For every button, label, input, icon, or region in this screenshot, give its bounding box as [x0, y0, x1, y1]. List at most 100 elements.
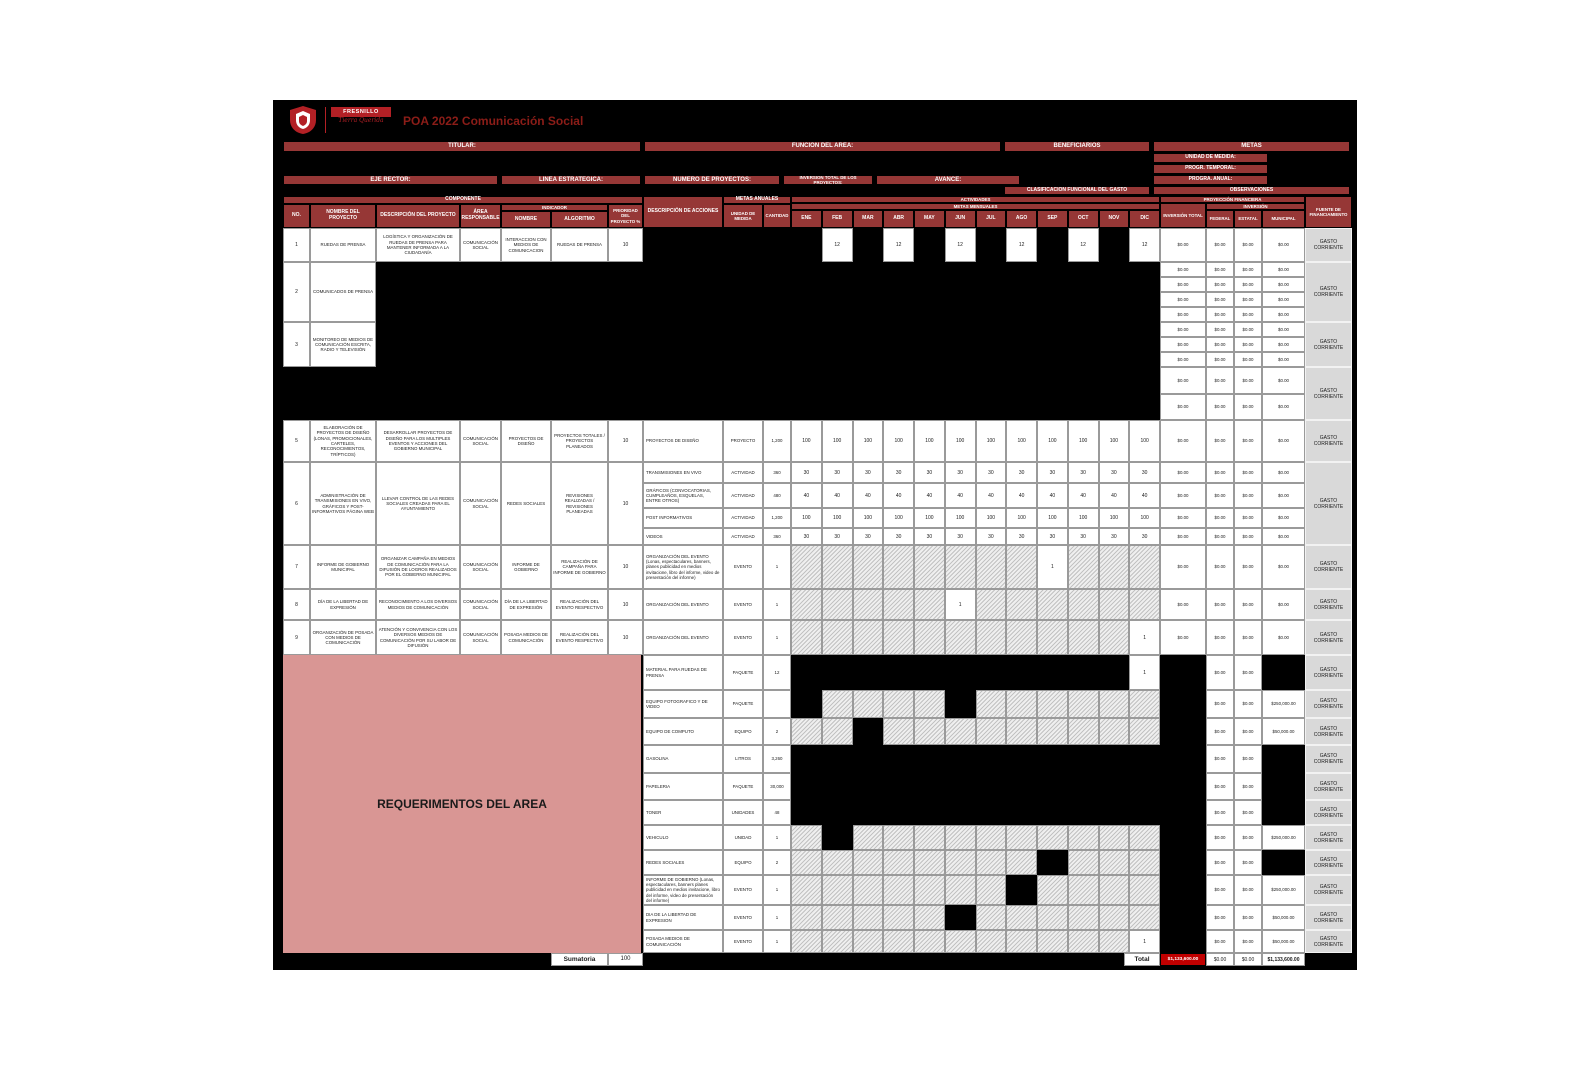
sumatoria-value: 100	[608, 953, 643, 966]
requirement-11-mun: $50,000.00	[1262, 930, 1305, 953]
project-3-nombre: MONITOREO DE MEDIOS DE COMUNICACIÓN ESCR…	[310, 322, 376, 367]
project-6-month-jun: 100	[944, 508, 976, 528]
col-header-inversion-total: INVERSIÓN TOTAL	[1160, 203, 1206, 228]
col-header-area-responsable: ÁREA RESPONSABLE	[460, 204, 501, 228]
requirement-4-unidad: LITROS	[723, 745, 763, 773]
requirement-7-fuente: GASTO CORRIENTE	[1305, 825, 1352, 850]
project-6-month-nov: 100	[1098, 508, 1130, 528]
project-2-fuente: GASTO CORRIENTE	[1305, 262, 1352, 322]
requirement-8-month-ene	[791, 850, 822, 875]
project-7-month-ene	[791, 545, 822, 589]
project-6-month-dic: 30	[1129, 528, 1160, 545]
total-federal-cell: $0.00	[1206, 953, 1234, 966]
info-label-linea-estrategica: LINEA ESTRATEGICA:	[501, 175, 641, 185]
project-8-est: $0.00	[1234, 589, 1262, 620]
requirement-10-month-jul	[975, 905, 1007, 930]
requirement-5-descripcion: PAPELERIA	[643, 773, 723, 800]
project-6-est: $0.00	[1234, 483, 1262, 508]
project-9-area: COMUNICACIÓN SOCIAL	[460, 620, 501, 655]
requirement-11-cantidad: 1	[763, 930, 791, 953]
project-9-month-dic: 1	[1129, 620, 1160, 655]
project-6-month-ene: 100	[791, 508, 822, 528]
project-7-indicador: INFORME DE GOBIERNO	[501, 545, 551, 589]
requirement-8-month-feb	[821, 850, 853, 875]
info-label-inversion-total-proyectos: INVERSION TOTAL DE LOS PROYECTOS:	[783, 175, 873, 185]
project-8-indicador: DÍA DE LA LIBERTAD DE EXPRESIÓN	[501, 589, 551, 620]
project-5-month-mar: 100	[852, 420, 884, 462]
project-2-est: $0.00	[1234, 292, 1262, 307]
project-6-month-may: 100	[914, 508, 945, 528]
requirement-11-month-may	[914, 930, 945, 953]
col-header-month-dic: DIC	[1129, 210, 1160, 228]
project-6-mun: $0.00	[1262, 508, 1305, 528]
col-header-month-abr: ABR	[883, 210, 914, 228]
project-8-cantidad: 1	[763, 589, 791, 620]
project-7-nombre: INFORME DE GOBIERNO MUNICIPAL	[310, 545, 376, 589]
project-6-month-oct: 30	[1067, 528, 1099, 545]
project-7-unidad: EVENTO	[723, 545, 763, 589]
project-8-fuente: GASTO CORRIENTE	[1305, 589, 1352, 620]
project-6-algoritmo: REVISIONES REALIZADAS / REVISIONES PLANE…	[551, 462, 608, 545]
requirement-2-month-mar	[852, 690, 884, 718]
project-9-month-may	[914, 620, 945, 655]
project-1-area: COMUNICACIÓN SOCIAL	[460, 228, 501, 262]
col-header-indicador-nombre: NOMBRE	[501, 211, 551, 228]
requirement-7-month-sep	[1037, 825, 1068, 850]
requirement-10-month-nov	[1098, 905, 1130, 930]
requirement-9-mun: $250,000.00	[1262, 875, 1305, 905]
info-label-funcion-del-area: FUNCION DEL AREA:	[644, 141, 1001, 152]
requirement-9-month-mar	[852, 875, 884, 905]
requirement-10-month-abr	[883, 905, 914, 930]
requirement-1-est: $0.00	[1234, 655, 1262, 690]
sumatoria-label: Sumatoria	[551, 953, 608, 966]
col-header-month-may: MAY	[914, 210, 945, 228]
requirement-3-month-nov	[1098, 718, 1130, 745]
requirement-11-descripcion: POSADA MEDIOS DE COMUNICACIÓN	[643, 930, 723, 953]
project-5-month-nov: 100	[1098, 420, 1130, 462]
requirement-11-month-sep	[1037, 930, 1068, 953]
requirement-4-descripcion: GASOLINA	[643, 745, 723, 773]
info-label-titular: TITULAR:	[283, 141, 641, 152]
project-5-indicador: PROYECTOS DE DISEÑO	[501, 420, 551, 462]
project-9-month-mar	[852, 620, 884, 655]
requirement-10-est: $0.00	[1234, 905, 1262, 930]
project-1-month-jun: 12	[944, 228, 976, 262]
project-2-mun: $0.00	[1262, 292, 1305, 307]
requirement-2-mun: $250,000.00	[1262, 690, 1305, 718]
requirement-5-est: $0.00	[1234, 773, 1262, 800]
requirement-7-month-jun	[944, 825, 976, 850]
project-6-indicador: REDES SOCIALES	[501, 462, 551, 545]
requirement-6-cantidad: 48	[763, 800, 791, 825]
project-2-est: $0.00	[1234, 307, 1262, 322]
project-9-month-jul	[975, 620, 1007, 655]
project-6-month-may: 30	[914, 528, 945, 545]
project-5-month-abr: 100	[883, 420, 914, 462]
total-estatal-cell: $0.00	[1234, 953, 1262, 966]
project-2-inv: $0.00	[1160, 262, 1206, 277]
col-band-metas-mensuales: METAS MENSUALES	[791, 203, 1160, 210]
project-8-no: 8	[283, 589, 310, 620]
project-6-month-abr: 30	[883, 528, 914, 545]
requirement-3-month-jun	[944, 718, 976, 745]
requirement-9-month-abr	[883, 875, 914, 905]
project-8-month-jun: 1	[944, 589, 976, 620]
requirement-2-descripcion: EQUIPO FOTOGRAFICO Y DE VIDEO	[643, 690, 723, 718]
requirement-8-month-mar	[852, 850, 884, 875]
project-6-month-ago: 40	[1006, 483, 1037, 508]
total-municipal-cell: $1,133,600.00	[1262, 953, 1305, 966]
project-6-month-nov: 30	[1098, 462, 1130, 483]
project-6-area: COMUNICACIÓN SOCIAL	[460, 462, 501, 545]
project-7-month-abr	[883, 545, 914, 589]
project-6-unidad: ACTIVIDAD	[723, 508, 763, 528]
requirement-9-month-jul	[975, 875, 1007, 905]
project-9-month-ene	[791, 620, 822, 655]
project-2-fed: $0.00	[1206, 262, 1234, 277]
requirement-9-month-ene	[791, 875, 822, 905]
requirement-7-month-may	[914, 825, 945, 850]
project-6-month-feb: 30	[821, 462, 853, 483]
requirement-5-unidad: PAQUETE	[723, 773, 763, 800]
project-2-fed: $0.00	[1206, 307, 1234, 322]
col-header-algoritmo: ALGORITMO	[551, 211, 608, 228]
logo-wordmark: FRESNILLO Tierra Querida	[331, 107, 391, 137]
project-1-month-abr: 12	[883, 228, 914, 262]
